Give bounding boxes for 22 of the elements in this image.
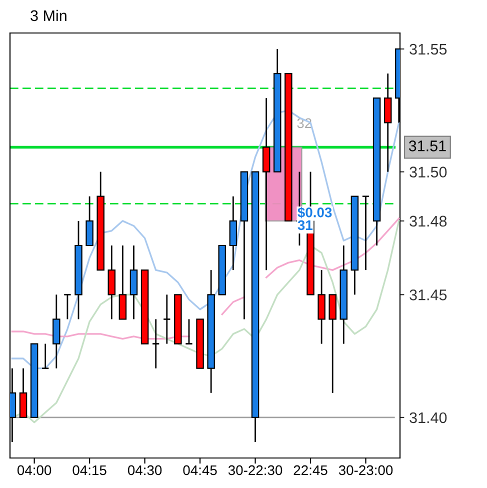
annotation: 31	[298, 220, 312, 230]
candlestick	[184, 318, 193, 344]
chart-title: 3 Min	[30, 10, 66, 22]
y-tick-label: 31.50	[410, 166, 447, 178]
ref-line-label: 31.51	[408, 140, 446, 152]
candlestick	[152, 318, 160, 370]
candlestick	[162, 294, 171, 344]
x-tick-label: 30-23:00	[338, 465, 393, 476]
x-tick-label: 04:15	[72, 465, 106, 476]
y-tick-label: 31.48	[410, 216, 447, 227]
x-tick-label: 22:45	[294, 465, 328, 476]
x-tick-label: 30-22:30	[228, 465, 282, 476]
x-tick-label: 04:30	[128, 465, 162, 476]
y-tick-label: 31.45	[410, 290, 447, 300]
y-tick-label: 31.40	[410, 412, 447, 424]
candlestick	[63, 294, 72, 320]
annotation: $0.03	[298, 206, 332, 218]
candlestick	[41, 343, 50, 370]
candlestick	[362, 196, 370, 271]
x-tick-label: 04:45	[183, 465, 217, 476]
y-tick-label: 31.55	[410, 44, 447, 55]
x-tick-label: 04:00	[17, 465, 52, 476]
